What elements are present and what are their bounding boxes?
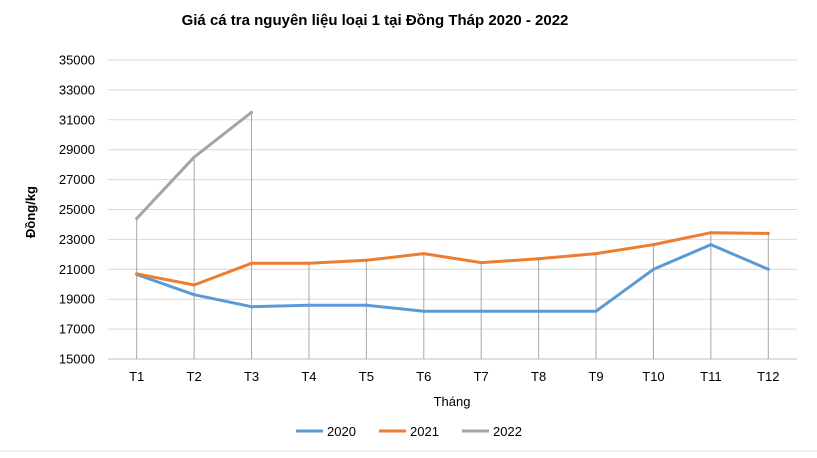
y-tick-label: 15000	[59, 352, 95, 367]
y-tick-labels: 35000 33000 31000 29000 27000 25000 23000 21000…	[59, 53, 95, 367]
chart-title: Giá cá tra nguyên liệu loại 1 tại Đồng T…	[182, 12, 569, 29]
x-tick-label: T9	[588, 369, 603, 384]
data-point-2021	[479, 261, 483, 265]
x-tick-label: T2	[187, 369, 202, 384]
y-tick-label: 21000	[59, 262, 95, 277]
x-tick-label: T3	[244, 369, 259, 384]
data-point-2021	[192, 283, 196, 287]
x-tick-label: T5	[359, 369, 374, 384]
data-point-2020	[709, 243, 713, 247]
legend-label-2020: 2020	[327, 424, 356, 439]
data-point-2020	[537, 309, 541, 313]
data-point-2020	[766, 267, 770, 271]
data-point-2021	[709, 231, 713, 235]
gridlines	[108, 59, 797, 360]
x-axis-title: Tháng	[434, 394, 471, 409]
data-point-2020	[479, 309, 483, 313]
x-tick-label: T4	[301, 369, 316, 384]
y-tick-label: 27000	[59, 172, 95, 187]
legend-label-2021: 2021	[410, 424, 439, 439]
data-point-2021	[651, 243, 655, 247]
y-tick-label: 31000	[59, 112, 95, 127]
data-point-2020	[422, 309, 426, 313]
x-tick-labels: T1 T2 T3 T4 T5 T6 T7 T8 T9 T10 T11 T12	[129, 369, 779, 384]
y-tick-label: 25000	[59, 202, 95, 217]
legend-label-2022: 2022	[493, 424, 522, 439]
data-point-2021	[135, 272, 139, 276]
y-tick-label: 17000	[59, 322, 95, 337]
data-point-2020	[364, 303, 368, 307]
data-point-2022	[135, 216, 139, 220]
data-point-2021	[594, 252, 598, 256]
series-line-2021	[135, 231, 770, 287]
series-line-2020	[135, 243, 770, 313]
x-tick-label: T10	[642, 369, 664, 384]
x-tick-label: T1	[129, 369, 144, 384]
x-tick-label: T7	[474, 369, 489, 384]
data-point-2020	[192, 293, 196, 297]
y-tick-label: 29000	[59, 142, 95, 157]
series-lines	[135, 110, 770, 313]
data-point-2022	[192, 155, 196, 159]
data-point-2021	[422, 252, 426, 256]
x-tick-label: T6	[416, 369, 431, 384]
data-point-2022	[250, 110, 254, 114]
y-tick-label: 33000	[59, 82, 95, 97]
data-point-2021	[364, 258, 368, 262]
x-tick-label: T12	[757, 369, 779, 384]
x-tick-label: T8	[531, 369, 546, 384]
data-point-2021	[766, 231, 770, 235]
data-point-2020	[250, 305, 254, 309]
y-tick-label: 19000	[59, 292, 95, 307]
y-tick-label: 23000	[59, 232, 95, 247]
drop-lines	[136, 112, 769, 359]
data-point-2021	[307, 261, 311, 265]
y-tick-label: 35000	[59, 53, 95, 68]
y-axis-title: Đồng/kg	[23, 186, 38, 238]
x-tick-label: T11	[700, 369, 721, 384]
legend: 2020 2021 2022	[296, 424, 522, 439]
data-point-2020	[307, 303, 311, 307]
data-point-2020	[651, 267, 655, 271]
data-point-2021	[250, 261, 254, 265]
data-point-2021	[537, 257, 541, 261]
data-point-2020	[594, 309, 598, 313]
